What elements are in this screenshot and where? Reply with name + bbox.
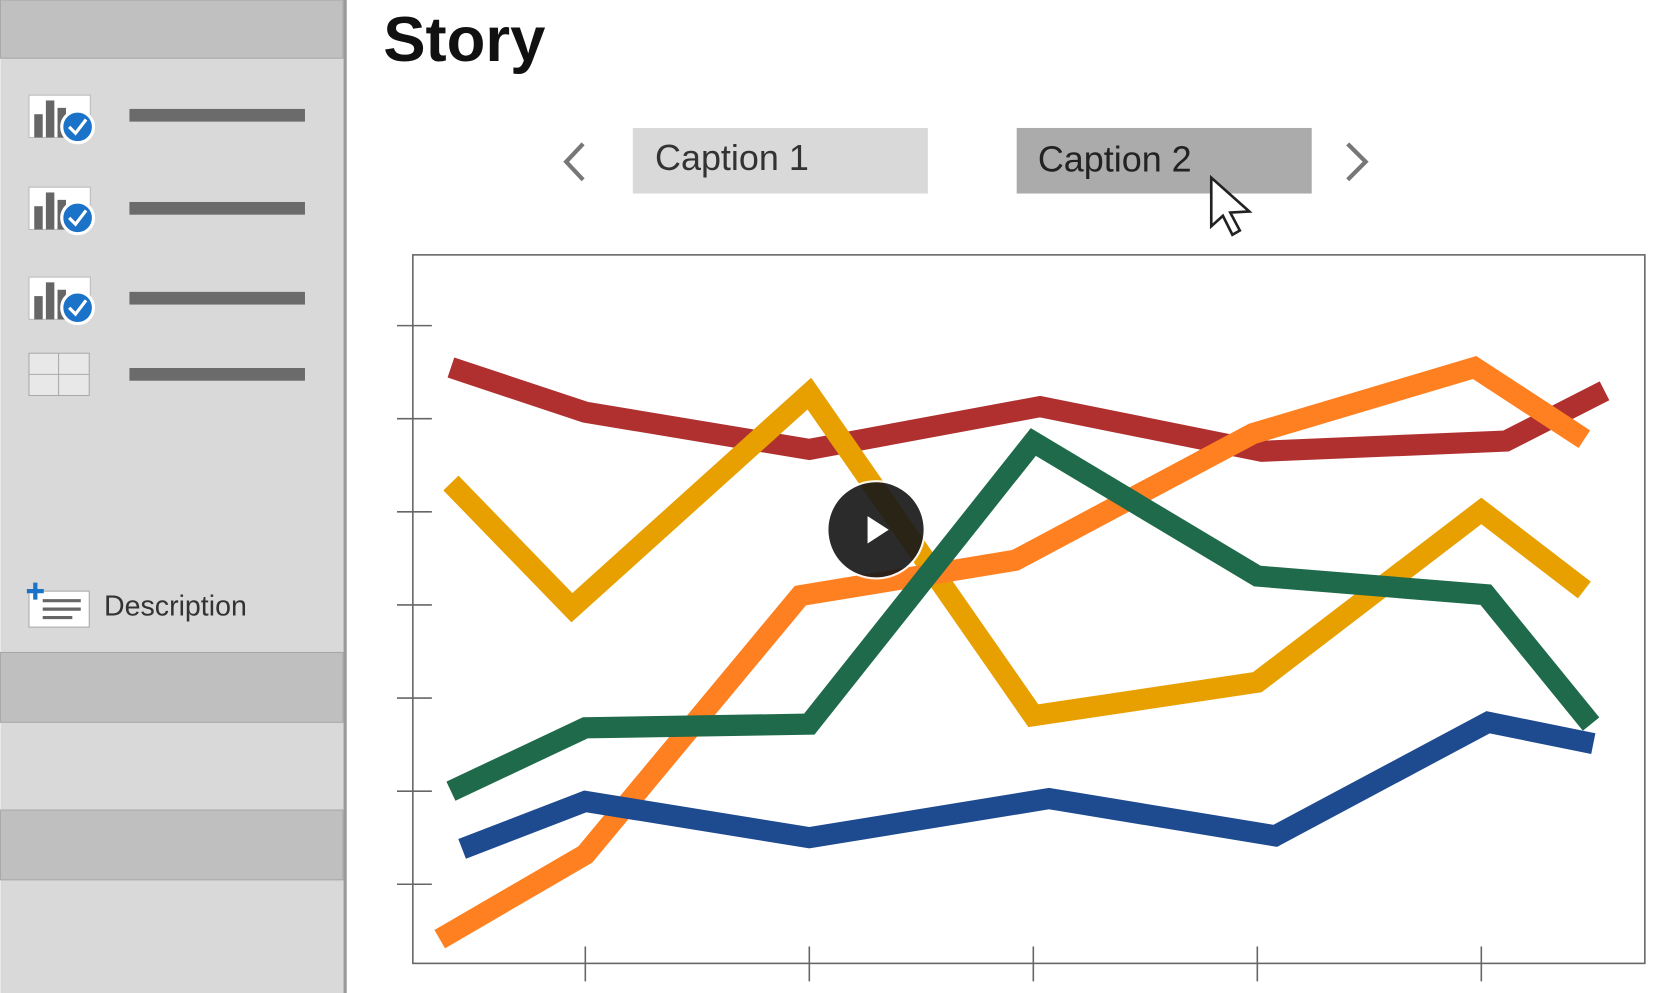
- next-arrow[interactable]: [1346, 142, 1369, 182]
- data-line: [458, 711, 1596, 859]
- sidebar-header: [0, 0, 344, 59]
- mouse-cursor: [1209, 174, 1253, 237]
- description-label: Description: [104, 591, 247, 623]
- add-description[interactable]: Description: [26, 582, 247, 628]
- data-line: [447, 357, 1610, 462]
- caption-button[interactable]: [632, 127, 928, 194]
- data-line: [446, 428, 1600, 801]
- data-line: [434, 355, 1591, 949]
- sidebar-item[interactable]: [28, 276, 305, 326]
- play-button[interactable]: [826, 480, 926, 580]
- prev-arrow[interactable]: [563, 142, 585, 182]
- caption-button[interactable]: [1016, 127, 1312, 194]
- sidebar-item[interactable]: [28, 186, 305, 236]
- caption-label: Caption 1: [655, 137, 809, 178]
- sidebar-band: [0, 651, 344, 723]
- page-title: Story: [383, 5, 545, 75]
- sidebar-band: [0, 809, 344, 881]
- chart: [396, 324, 1610, 982]
- data-line: [443, 377, 1591, 728]
- sidebar-item[interactable]: [28, 352, 305, 397]
- sidebar-item[interactable]: [28, 94, 305, 145]
- caption-label: Caption 2: [1038, 138, 1192, 179]
